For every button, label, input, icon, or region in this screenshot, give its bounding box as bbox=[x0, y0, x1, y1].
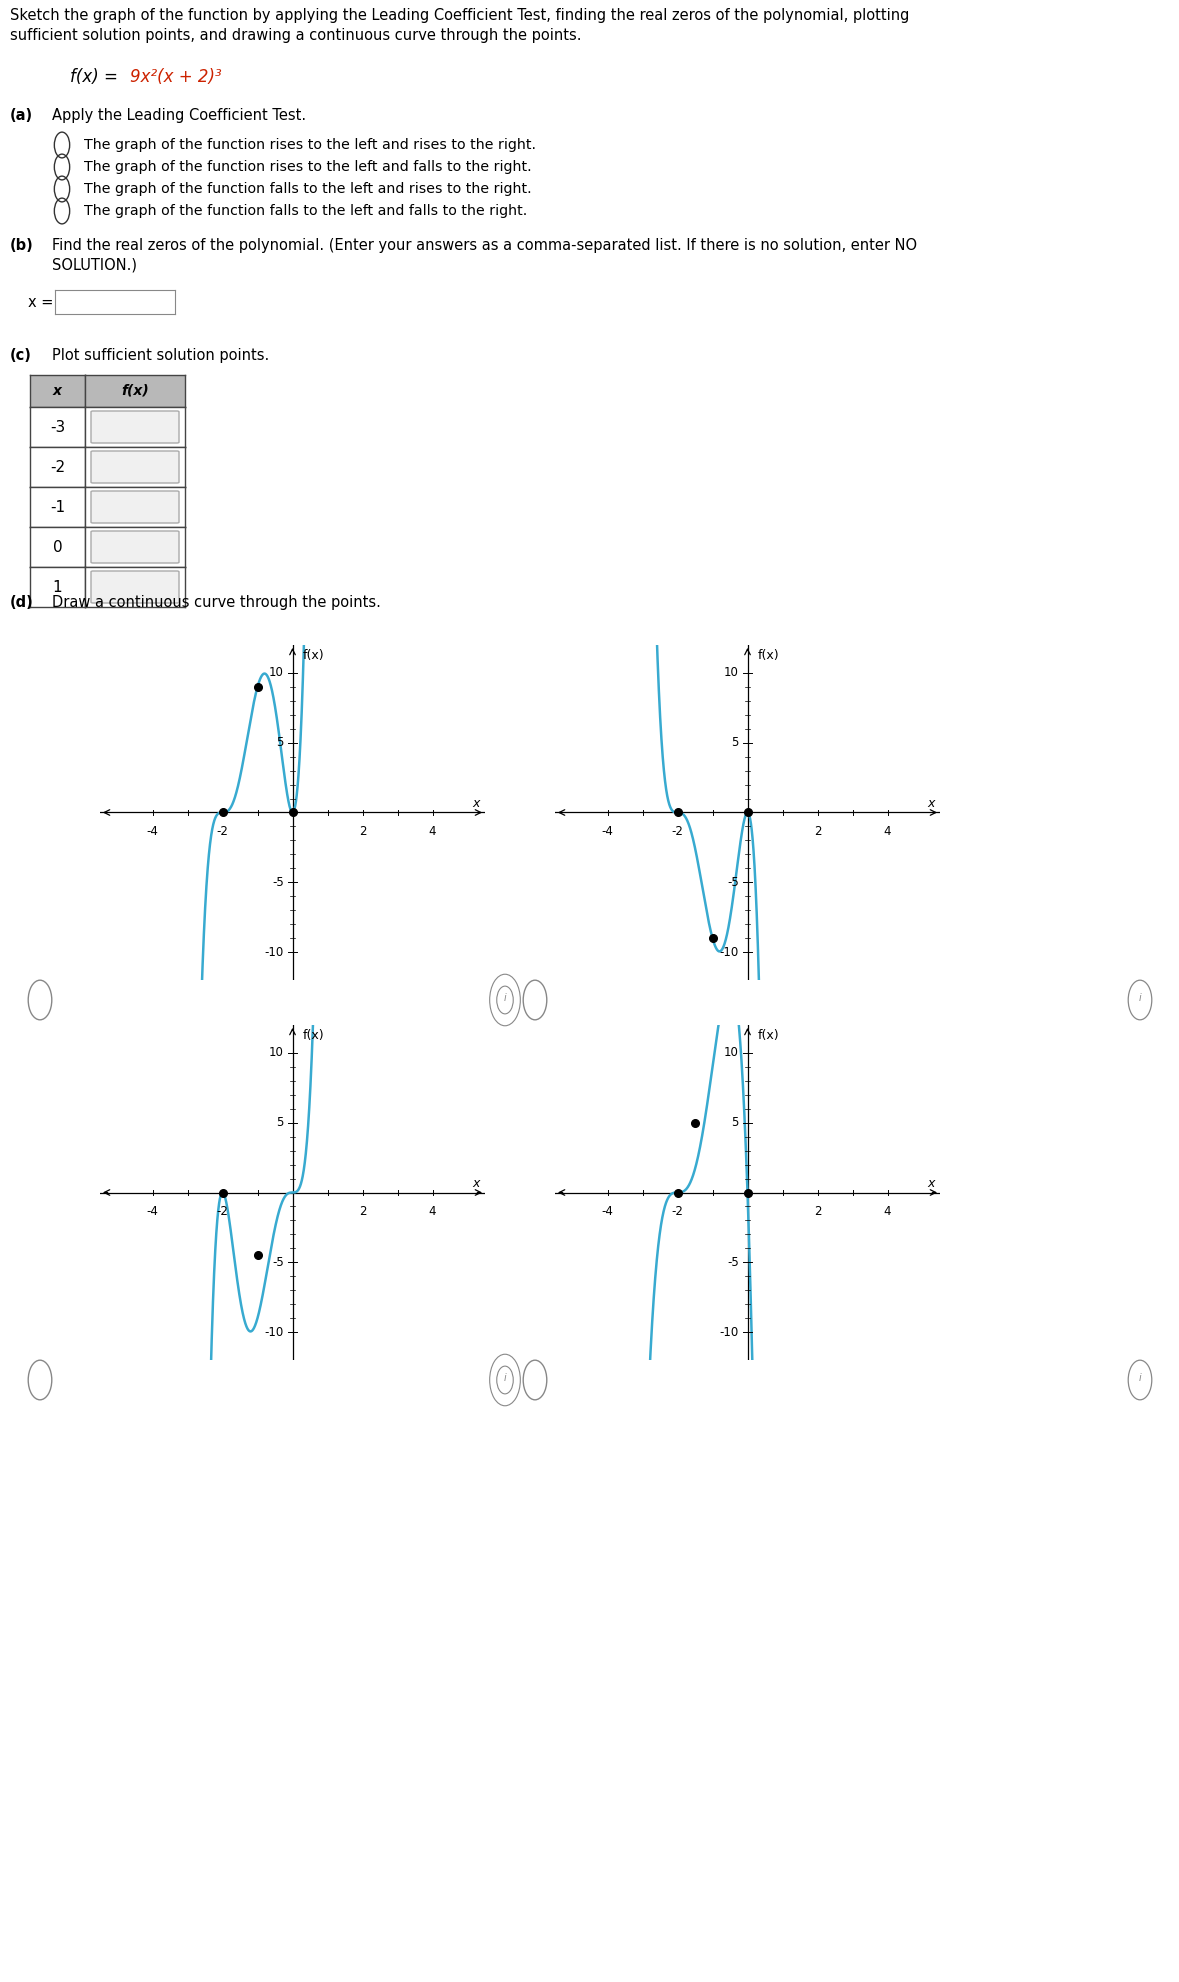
Text: (d): (d) bbox=[9, 595, 34, 610]
Text: -10: -10 bbox=[264, 945, 284, 959]
Text: Sketch the graph of the function by applying the Leading Coefficient Test, findi: Sketch the graph of the function by appl… bbox=[9, 8, 909, 24]
FancyBboxPatch shape bbox=[91, 571, 179, 603]
Text: Find the real zeros of the polynomial. (Enter your answers as a comma-separated : Find the real zeros of the polynomial. (… bbox=[52, 238, 917, 254]
Text: -2: -2 bbox=[672, 825, 684, 838]
Text: -10: -10 bbox=[719, 945, 739, 959]
Text: -2: -2 bbox=[672, 1205, 684, 1219]
Text: -4: -4 bbox=[601, 1205, 613, 1219]
Text: -1: -1 bbox=[50, 499, 65, 515]
Text: -5: -5 bbox=[272, 1257, 284, 1268]
Text: The graph of the function rises to the left and rises to the right.: The graph of the function rises to the l… bbox=[84, 139, 536, 153]
Text: x: x bbox=[473, 1177, 480, 1189]
Text: 4: 4 bbox=[884, 825, 891, 838]
Text: f(x): f(x) bbox=[302, 1029, 324, 1043]
Text: i: i bbox=[503, 993, 506, 1003]
FancyBboxPatch shape bbox=[91, 410, 179, 444]
Text: -4: -4 bbox=[146, 825, 158, 838]
Text: 10: 10 bbox=[724, 1046, 739, 1060]
Text: -10: -10 bbox=[719, 1326, 739, 1338]
Text: The graph of the function rises to the left and falls to the right.: The graph of the function rises to the l… bbox=[84, 161, 532, 174]
Text: -3: -3 bbox=[50, 420, 65, 434]
Text: (c): (c) bbox=[9, 349, 32, 363]
Text: 0: 0 bbox=[53, 539, 62, 555]
Text: 2: 2 bbox=[358, 1205, 367, 1219]
Text: SOLUTION.): SOLUTION.) bbox=[52, 258, 137, 274]
Text: f(x) =: f(x) = bbox=[70, 67, 123, 85]
Text: f(x): f(x) bbox=[757, 650, 779, 662]
Text: -2: -2 bbox=[217, 1205, 229, 1219]
FancyBboxPatch shape bbox=[91, 531, 179, 563]
Text: 2: 2 bbox=[814, 825, 822, 838]
Text: 10: 10 bbox=[269, 1046, 284, 1060]
Text: 1: 1 bbox=[53, 579, 62, 595]
Text: The graph of the function falls to the left and falls to the right.: The graph of the function falls to the l… bbox=[84, 204, 527, 218]
Text: 5: 5 bbox=[276, 1116, 284, 1130]
FancyBboxPatch shape bbox=[91, 452, 179, 484]
Text: x: x bbox=[473, 797, 480, 811]
Text: -5: -5 bbox=[727, 1257, 739, 1268]
Text: x: x bbox=[53, 385, 62, 398]
Text: f(x): f(x) bbox=[121, 385, 149, 398]
Text: Apply the Leading Coefficient Test.: Apply the Leading Coefficient Test. bbox=[52, 107, 307, 123]
Text: -5: -5 bbox=[727, 876, 739, 888]
Text: 2: 2 bbox=[814, 1205, 822, 1219]
Text: 4: 4 bbox=[884, 1205, 891, 1219]
Text: -4: -4 bbox=[601, 825, 613, 838]
Text: x =: x = bbox=[28, 295, 53, 309]
Text: x: x bbox=[928, 1177, 935, 1189]
Text: x: x bbox=[928, 797, 935, 811]
Text: Draw a continuous curve through the points.: Draw a continuous curve through the poin… bbox=[52, 595, 381, 610]
Text: 10: 10 bbox=[724, 666, 739, 680]
Text: 4: 4 bbox=[429, 1205, 436, 1219]
Text: i: i bbox=[503, 1374, 506, 1383]
Text: f(x): f(x) bbox=[757, 1029, 779, 1043]
Text: (a): (a) bbox=[9, 107, 33, 123]
FancyBboxPatch shape bbox=[91, 492, 179, 523]
Text: -2: -2 bbox=[217, 825, 229, 838]
Text: 5: 5 bbox=[731, 1116, 739, 1130]
Text: 5: 5 bbox=[276, 735, 284, 749]
Text: 9x²(x + 2)³: 9x²(x + 2)³ bbox=[130, 67, 222, 85]
Text: -2: -2 bbox=[50, 460, 65, 474]
Text: 10: 10 bbox=[269, 666, 284, 680]
Text: -10: -10 bbox=[264, 1326, 284, 1338]
Text: 4: 4 bbox=[429, 825, 436, 838]
Text: Plot sufficient solution points.: Plot sufficient solution points. bbox=[52, 349, 269, 363]
Text: The graph of the function falls to the left and rises to the right.: The graph of the function falls to the l… bbox=[84, 182, 532, 196]
Text: -5: -5 bbox=[272, 876, 284, 888]
Text: f(x): f(x) bbox=[302, 650, 324, 662]
Text: i: i bbox=[1139, 1374, 1141, 1383]
Text: 5: 5 bbox=[731, 735, 739, 749]
Text: 2: 2 bbox=[358, 825, 367, 838]
Text: sufficient solution points, and drawing a continuous curve through the points.: sufficient solution points, and drawing … bbox=[9, 28, 581, 44]
Text: i: i bbox=[1139, 993, 1141, 1003]
Text: -4: -4 bbox=[146, 1205, 158, 1219]
Text: (b): (b) bbox=[9, 238, 34, 254]
